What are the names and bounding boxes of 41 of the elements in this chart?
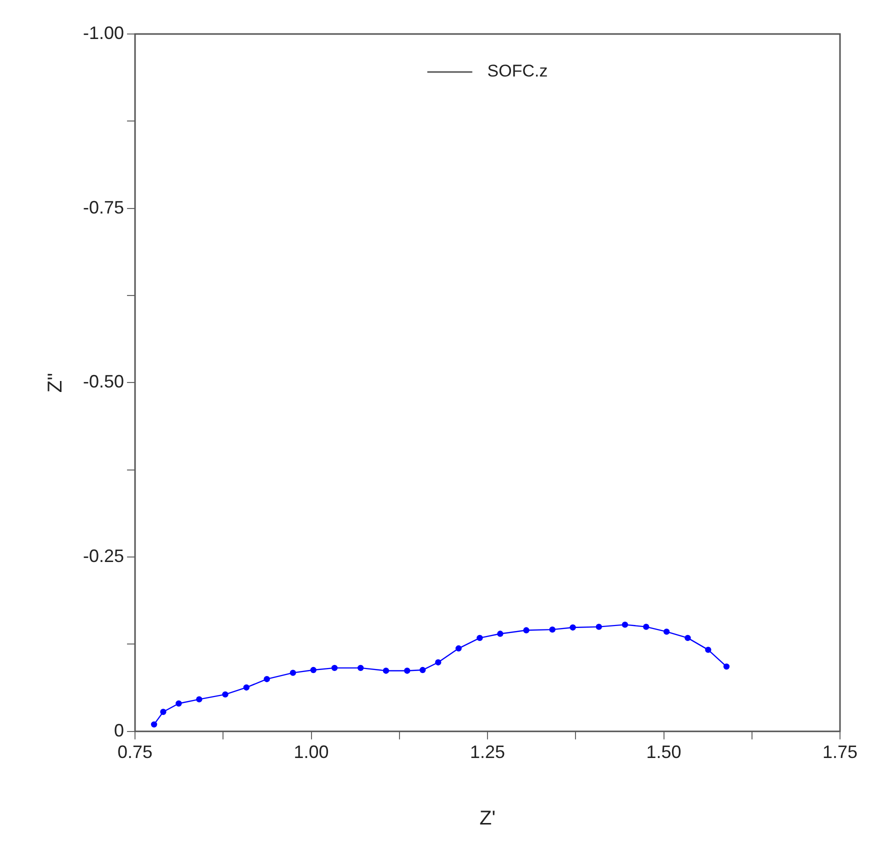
point <box>222 691 228 698</box>
x-tick-label: 0.75 <box>118 742 153 762</box>
point <box>264 676 270 682</box>
point <box>684 634 691 642</box>
y-axis-title: Z'' <box>44 372 67 393</box>
x-tick-label: 1.25 <box>470 742 506 762</box>
y-tick-label: -1.00 <box>82 22 124 43</box>
x-tick-label: 1.50 <box>646 742 682 762</box>
point <box>643 624 650 630</box>
point <box>176 700 182 707</box>
x-tick-label: 1.75 <box>822 742 858 762</box>
point <box>549 626 556 633</box>
point <box>435 659 442 666</box>
point <box>160 708 166 715</box>
point <box>523 627 530 634</box>
point <box>290 670 296 676</box>
point <box>310 666 316 674</box>
point <box>358 664 364 672</box>
point <box>570 624 576 631</box>
point <box>196 696 202 702</box>
point <box>497 630 504 637</box>
text: SOFC.z <box>487 62 548 81</box>
y-tick-label: 0 <box>114 720 124 740</box>
point <box>622 622 628 628</box>
y-tick-label: -0.75 <box>82 197 124 218</box>
point <box>420 666 426 674</box>
point <box>150 721 158 728</box>
point <box>382 668 390 674</box>
point <box>456 645 462 652</box>
point <box>243 684 250 691</box>
point <box>705 646 712 653</box>
point <box>663 628 670 635</box>
y-tick-label: -0.25 <box>82 546 124 566</box>
x-axis-title: Z' <box>479 808 496 830</box>
y-tick-label: -0.50 <box>82 372 124 392</box>
x-tick-label: 1.00 <box>294 742 329 762</box>
point <box>476 634 483 642</box>
point <box>331 664 338 672</box>
point <box>404 668 410 674</box>
point <box>723 663 730 670</box>
point <box>596 624 602 630</box>
